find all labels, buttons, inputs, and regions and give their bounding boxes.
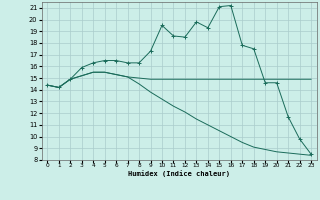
X-axis label: Humidex (Indice chaleur): Humidex (Indice chaleur) xyxy=(128,171,230,177)
